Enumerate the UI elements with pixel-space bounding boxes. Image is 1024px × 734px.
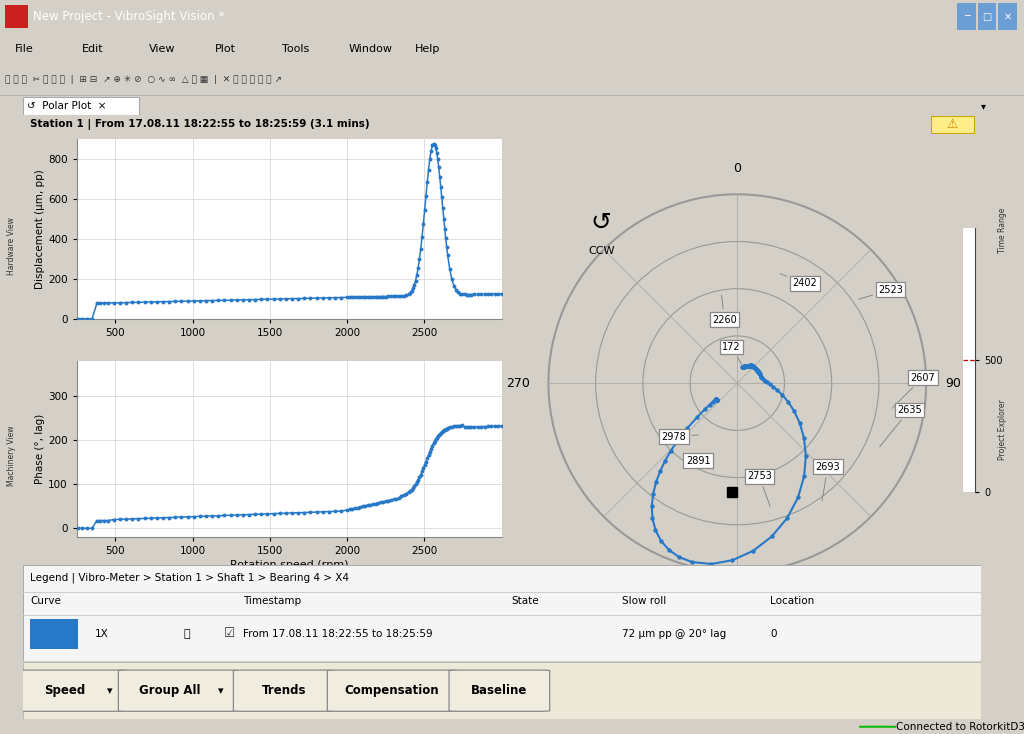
- Text: ☑: ☑: [224, 628, 236, 640]
- X-axis label: Rotation speed (rpm): Rotation speed (rpm): [230, 561, 348, 570]
- Text: Edit: Edit: [82, 44, 103, 54]
- Text: ─: ─: [964, 12, 970, 21]
- FancyBboxPatch shape: [233, 670, 334, 711]
- Text: 180: 180: [725, 591, 750, 604]
- Text: ▾: ▾: [106, 686, 113, 696]
- Text: Curve: Curve: [30, 596, 61, 606]
- Text: ✕: ✕: [1004, 12, 1012, 21]
- Text: 👁: 👁: [183, 629, 190, 639]
- Text: From 17.08.11 18:22:55 to 18:25:59: From 17.08.11 18:22:55 to 18:25:59: [243, 629, 432, 639]
- Text: 2978: 2978: [662, 432, 698, 442]
- Bar: [5, 5, 28, 28]
- Text: State: State: [511, 596, 539, 606]
- Text: New Project - VibroSight Vision *: New Project - VibroSight Vision *: [33, 10, 224, 23]
- Text: Plot: Plot: [215, 44, 237, 54]
- Text: Compensation: Compensation: [345, 684, 439, 697]
- Text: 72 µm pp @ 20° lag: 72 µm pp @ 20° lag: [622, 629, 726, 639]
- Text: CCW: CCW: [588, 246, 614, 256]
- Bar: [30, 619, 78, 649]
- Bar: [998, 4, 1017, 29]
- Text: 🗁 💾 🖨  ✂ 📋 📄 🔲  |  ⊞ ⊟  ↗ ⊕ ✳ ⊘  ○ ∿ ∞  △ 🏔 ▦  |  ✕ 📋 🔲 🎯 🔍 ✋ ↗: 🗁 💾 🖨 ✂ 📋 📄 🔲 | ⊞ ⊟ ↗ ⊕ ✳ ⊘ ○ ∿ ∞ △ 🏔 ▦ …: [5, 75, 282, 84]
- Text: 270: 270: [506, 377, 529, 390]
- Text: 0: 0: [733, 162, 741, 175]
- Text: Station 1 | From 17.08.11 18:22:55 to 18:25:59 (3.1 mins): Station 1 | From 17.08.11 18:22:55 to 18…: [30, 119, 370, 130]
- Text: Machinery View: Machinery View: [7, 425, 15, 486]
- Text: ▾: ▾: [218, 686, 224, 696]
- Text: 90: 90: [945, 377, 961, 390]
- Text: Slow roll: Slow roll: [622, 596, 666, 606]
- FancyBboxPatch shape: [328, 670, 457, 711]
- Bar: [931, 116, 974, 133]
- Text: Time Range: Time Range: [998, 208, 1007, 253]
- Text: Window: Window: [348, 44, 392, 54]
- Text: 2753: 2753: [746, 471, 772, 506]
- FancyBboxPatch shape: [450, 670, 550, 711]
- Text: Hardware View: Hardware View: [7, 217, 15, 275]
- Text: Legend | Vibro-Meter > Station 1 > Shaft 1 > Bearing 4 > X4: Legend | Vibro-Meter > Station 1 > Shaft…: [30, 573, 349, 584]
- Bar: [957, 4, 976, 29]
- Bar: [23, 97, 139, 115]
- Text: 0: 0: [770, 629, 776, 639]
- Text: Group All: Group All: [139, 684, 201, 697]
- Text: 172: 172: [722, 342, 741, 365]
- Text: Project Explorer: Project Explorer: [998, 399, 1007, 459]
- Text: Phase (°, lag): Phase (°, lag): [697, 614, 777, 627]
- Text: Tools: Tools: [282, 44, 309, 54]
- Text: □: □: [982, 12, 992, 21]
- Text: 1X: 1X: [94, 629, 109, 639]
- Text: 2693: 2693: [815, 462, 840, 501]
- Text: ↺: ↺: [591, 211, 611, 235]
- Text: View: View: [148, 44, 175, 54]
- Text: Trends: Trends: [261, 684, 306, 697]
- Text: Speed: Speed: [44, 684, 85, 697]
- Text: ↺  Polar Plot  ×: ↺ Polar Plot ×: [28, 101, 106, 111]
- Text: Timestamp: Timestamp: [243, 596, 301, 606]
- Text: 2635: 2635: [880, 405, 922, 446]
- FancyBboxPatch shape: [16, 670, 127, 711]
- FancyBboxPatch shape: [119, 670, 239, 711]
- Text: 2260: 2260: [712, 295, 737, 324]
- Text: Baseline: Baseline: [471, 684, 527, 697]
- Text: 2402: 2402: [780, 274, 817, 288]
- Y-axis label: Displacement (µm, pp): Displacement (µm, pp): [36, 170, 45, 289]
- Text: ▾: ▾: [981, 101, 985, 111]
- Text: ⚠: ⚠: [946, 118, 957, 131]
- Bar: [978, 4, 996, 29]
- Text: Location: Location: [770, 596, 814, 606]
- Text: 2607: 2607: [892, 373, 935, 408]
- Text: Help: Help: [415, 44, 440, 54]
- Text: File: File: [15, 44, 34, 54]
- Y-axis label: Phase (°, lag): Phase (°, lag): [36, 414, 45, 484]
- Text: 2891: 2891: [686, 456, 714, 470]
- Text: Connected to RotorkitD3SIrev4: Connected to RotorkitD3SIrev4: [896, 722, 1024, 732]
- Text: 2523: 2523: [858, 285, 903, 299]
